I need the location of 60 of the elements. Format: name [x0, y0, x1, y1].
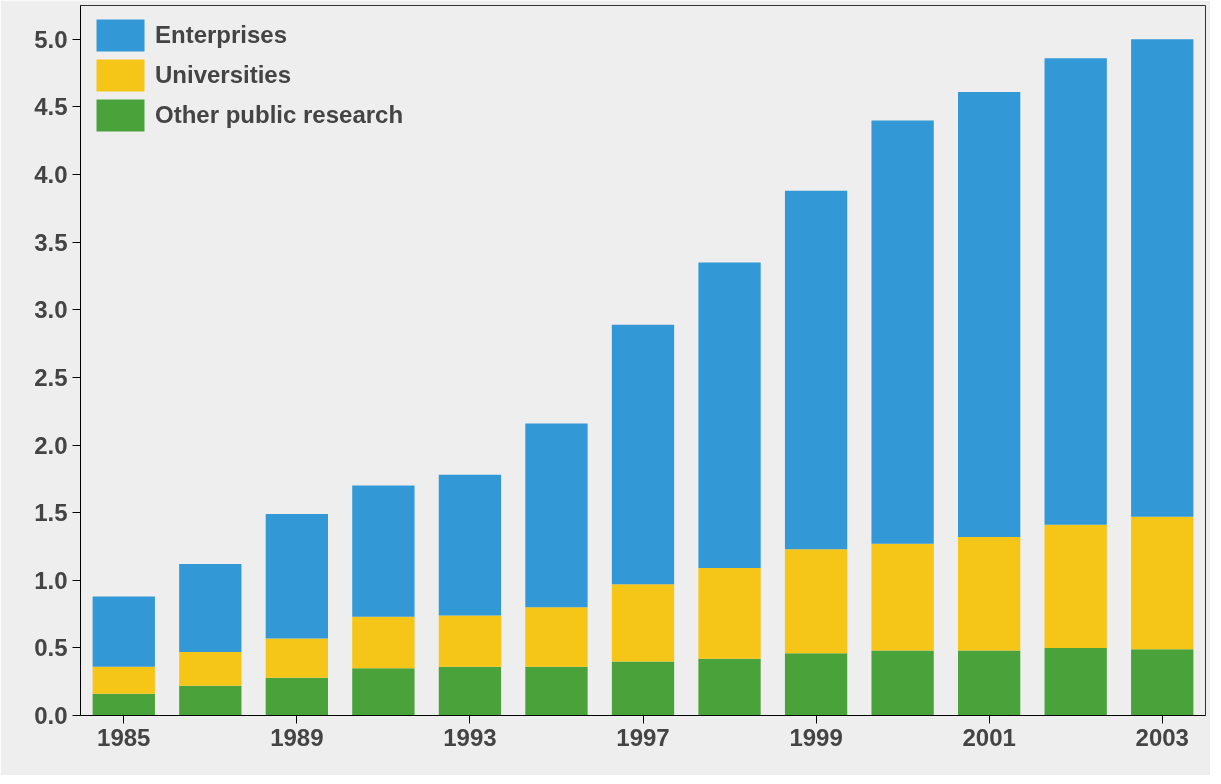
bar — [1131, 39, 1194, 517]
bar — [1044, 58, 1107, 525]
bar — [265, 514, 328, 639]
y-tick-label: 4.5 — [34, 93, 68, 121]
x-tick-label: 2003 — [1135, 723, 1189, 751]
bar — [611, 584, 675, 662]
bar — [265, 638, 328, 678]
bar — [958, 650, 1021, 716]
y-tick-label: 4.0 — [34, 161, 68, 189]
bar — [958, 536, 1021, 651]
bar — [179, 564, 242, 652]
y-tick-label: 1.5 — [34, 499, 68, 527]
bar — [525, 423, 588, 608]
legend-label: Enterprises — [155, 20, 288, 50]
bar — [871, 650, 934, 716]
bar — [352, 485, 415, 617]
bar — [784, 549, 848, 654]
bar — [352, 668, 415, 716]
y-tick-label: 5.0 — [34, 25, 68, 53]
bar — [698, 262, 761, 569]
x-tick-label: 2001 — [962, 723, 1016, 751]
bar — [784, 190, 848, 550]
bar — [698, 568, 761, 659]
bar — [871, 120, 934, 544]
y-tick-label: 2.0 — [34, 431, 68, 459]
y-tick-label: 0.0 — [34, 702, 68, 729]
bar — [525, 666, 588, 716]
x-tick-label: 1989 — [270, 723, 324, 751]
bar — [784, 653, 848, 716]
bar — [698, 658, 761, 716]
bar — [179, 685, 242, 716]
legend-label: Universities — [155, 60, 292, 90]
bar — [1131, 516, 1194, 650]
bar — [438, 615, 502, 667]
bar — [92, 596, 155, 667]
bar — [1044, 524, 1107, 648]
bar — [871, 543, 934, 651]
legend-label: Other public research — [155, 100, 404, 130]
bar — [438, 666, 502, 716]
bar — [179, 651, 242, 686]
y-tick-label: 2.5 — [34, 363, 68, 391]
x-tick-label: 1997 — [616, 723, 670, 751]
bar — [352, 616, 415, 669]
bar — [611, 661, 675, 716]
y-tick-label: 1.0 — [34, 566, 68, 594]
bar — [92, 666, 155, 694]
y-tick-label: 3.5 — [34, 228, 68, 256]
bar — [438, 474, 502, 616]
bar — [92, 693, 155, 716]
y-tick-label: 3.0 — [34, 296, 68, 324]
bar — [525, 607, 588, 667]
bar — [611, 324, 675, 585]
bar — [1131, 649, 1194, 716]
x-tick-label: 1993 — [443, 723, 497, 751]
bar — [958, 92, 1021, 537]
x-tick-label: 1999 — [789, 723, 843, 751]
x-tick-label: 1985 — [97, 723, 151, 751]
y-tick-label: 0.5 — [34, 634, 68, 662]
bar — [1044, 647, 1107, 716]
bar — [265, 677, 328, 716]
